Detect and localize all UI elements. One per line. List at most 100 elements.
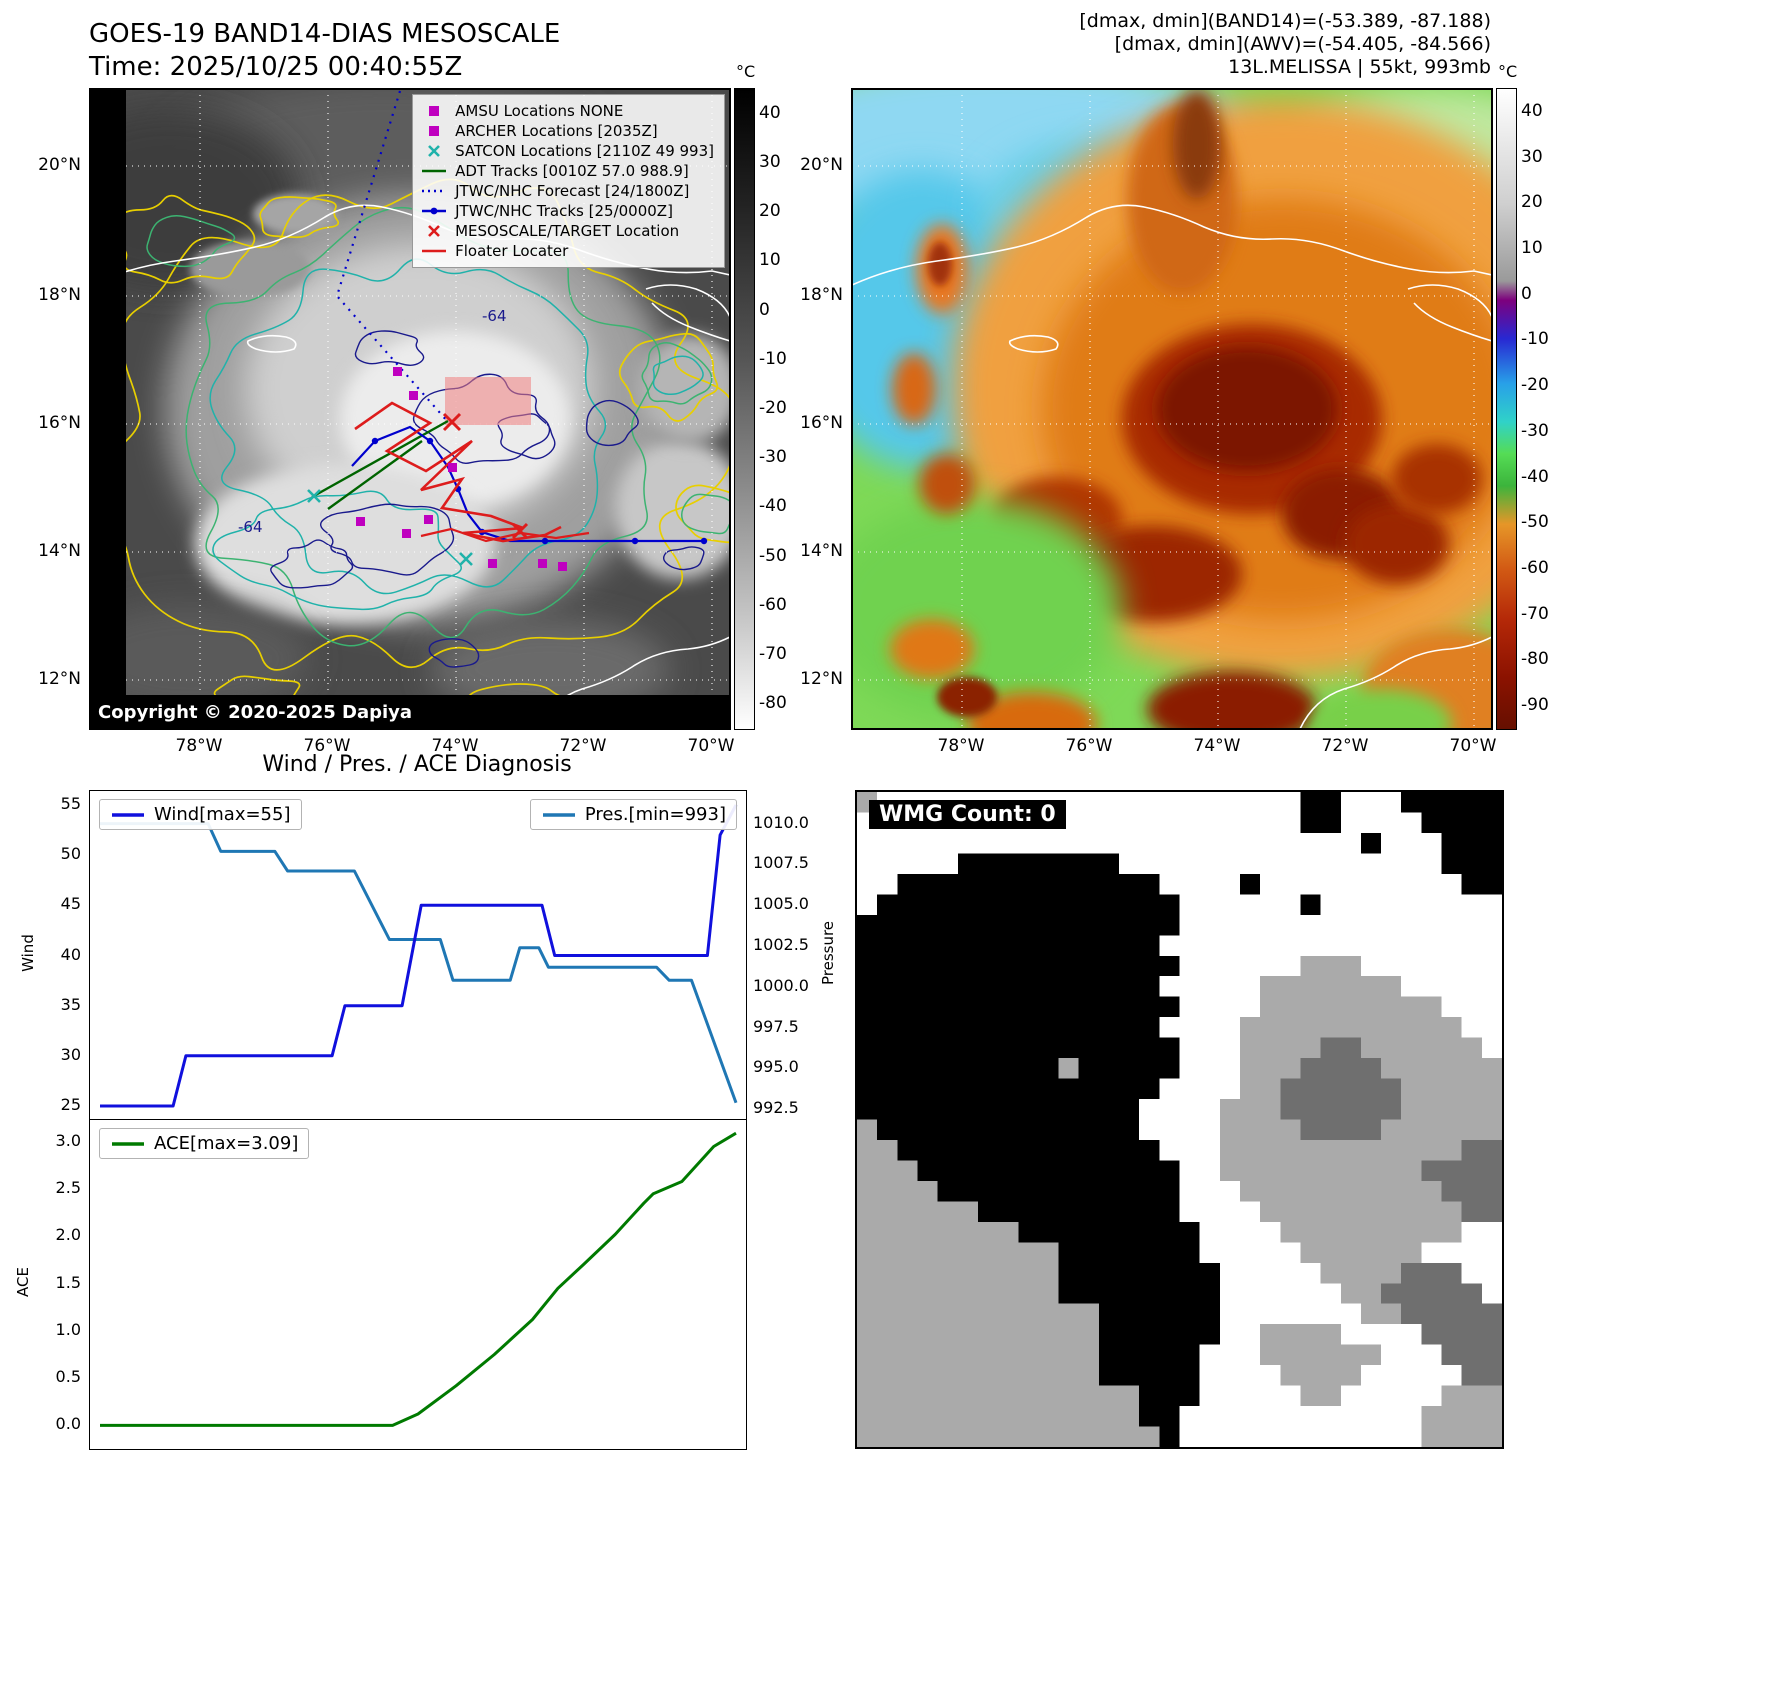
colorbar-tick-label: 40	[759, 102, 781, 123]
ace-ytick-label: 3.0	[55, 1130, 81, 1150]
lon-tick-label: 70°W	[1449, 736, 1497, 756]
x-marker-icon	[419, 144, 449, 158]
colorbar-tick-label: -20	[759, 398, 787, 418]
ACE[max=3.09]	[100, 1131, 737, 1427]
ace-ytick-label: 2.5	[55, 1178, 81, 1197]
colorbar-tick-label: 10	[1521, 238, 1543, 258]
lat-tick-label: 20°N	[38, 155, 81, 175]
band14-colorbar	[734, 88, 755, 730]
lat-tick-label: 16°N	[800, 413, 843, 433]
lon-tick-label: 72°W	[559, 736, 607, 756]
pressure-ytick-label: 1007.5	[753, 853, 809, 873]
band14-colorbar-unit: °C	[736, 62, 756, 81]
colorbar-tick-label: -90	[1521, 695, 1549, 716]
wind-legend: Wind[max=55]	[99, 799, 302, 830]
colorbar-tick-label: -60	[1521, 558, 1549, 578]
adt-track-line	[311, 419, 449, 510]
lat-tick-label: 16°N	[38, 413, 81, 433]
wind-ytick-label: 25	[60, 1094, 81, 1114]
legend-item: Floater Locater	[419, 241, 714, 261]
lat-tick-label: 20°N	[800, 155, 843, 175]
page-title: GOES-19 BAND14-DIAS MESOSCALE	[89, 19, 561, 49]
lat-tick-label: 18°N	[38, 285, 81, 305]
legend-item: ADT Tracks [0010Z 57.0 988.9]	[419, 161, 714, 181]
wind-ytick-label: 50	[60, 844, 81, 864]
colorbar-tick-label: 0	[1521, 283, 1532, 304]
x-marker-icon	[419, 224, 449, 238]
pressure-ytick-label: 1005.0	[753, 894, 809, 914]
pressure-legend-label: Pres.[min=993]	[584, 804, 726, 825]
diagnosis-title: Wind / Pres. / ACE Diagnosis	[262, 752, 572, 777]
lon-tick-label: 72°W	[1321, 736, 1369, 756]
wind-ytick-label: 30	[60, 1044, 81, 1064]
floater-locater-line	[354, 401, 562, 543]
wind-ytick-label: 35	[60, 994, 81, 1014]
band14-map-panel: -64 -64	[89, 88, 731, 730]
dmax-dmin-awv: [dmax, dmin](AWV)=(-54.405, -84.566)	[1114, 33, 1491, 55]
map-frame	[90, 89, 730, 729]
wmg-count-label: WMG Count: 0	[869, 800, 1066, 829]
contour-label: -64	[238, 518, 263, 536]
lat-tick-label: 12°N	[800, 669, 843, 689]
legend-label: Floater Locater	[455, 242, 569, 260]
map-frame	[852, 89, 1492, 729]
legend-label: JTWC/NHC Forecast [24/1800Z]	[455, 182, 690, 200]
colorbar-tick-label: -10	[759, 348, 787, 369]
melissa-title-block: [dmax, dmin](BAND14)=(-53.389, -87.188) …	[900, 10, 1491, 79]
storm-id-intensity: 13L.MELISSA | 55kt, 993mb	[1228, 56, 1491, 78]
pressure-ytick-label: 995.0	[753, 1057, 799, 1077]
pressure-legend: Pres.[min=993]	[529, 799, 737, 830]
pressure-ytick-label: 992.5	[753, 1098, 799, 1118]
wind-legend-label: Wind[max=55]	[154, 804, 291, 825]
colorbar-tick-label: -70	[1521, 603, 1549, 624]
wind-ytick-label: 55	[60, 794, 81, 814]
legend-label: MESOSCALE/TARGET Location	[455, 222, 680, 240]
legend-item: ARCHER Locations [2035Z]	[419, 121, 714, 141]
pressure-ytick-label: 997.5	[753, 1016, 799, 1036]
ace-legend: ACE[max=3.09]	[99, 1128, 310, 1159]
dotted-marker-icon	[419, 184, 449, 198]
coastlines	[852, 204, 1492, 729]
pressure-axis-label: Pressure	[819, 920, 837, 986]
lat-tick-label: 14°N	[800, 541, 843, 561]
legend-item: MESOSCALE/TARGET Location	[419, 221, 714, 241]
awv-map-panel	[851, 88, 1493, 730]
pressure-ytick-label: 1002.5	[753, 935, 809, 955]
lat-tick-label: 12°N	[38, 669, 81, 689]
colorbar-tick-label: 30	[1521, 146, 1543, 167]
wind-ytick-label: 45	[60, 894, 81, 914]
legend-label: SATCON Locations [2110Z 49 993]	[455, 142, 714, 160]
lon-tick-label: 76°W	[1065, 736, 1113, 756]
line-marker-icon	[419, 244, 449, 258]
legend-item: AMSU Locations NONE	[419, 101, 714, 121]
band14-title-block: GOES-19 BAND14-DIAS MESOSCALE Time: 2025…	[89, 18, 560, 84]
colorbar-tick-label: -10	[1521, 329, 1549, 350]
lat-tick-label: 14°N	[38, 541, 81, 561]
awv-colorbar	[1496, 88, 1517, 730]
lon-tick-label: 78°W	[937, 736, 985, 756]
colorbar-tick-label: 20	[1521, 192, 1543, 213]
legend-label: ADT Tracks [0010Z 57.0 988.9]	[455, 162, 689, 180]
target-x-icon	[442, 412, 462, 432]
lon-tick-label: 76°W	[303, 736, 351, 756]
ace-chart	[89, 1119, 747, 1450]
swath-edge-left	[90, 89, 126, 729]
colorbar-tick-label: -50	[759, 545, 787, 566]
ace-ytick-label: 0.0	[55, 1414, 81, 1434]
legend-label: JTWC/NHC Tracks [25/0000Z]	[455, 202, 673, 220]
copyright-label: Copyright © 2020-2025 Dapiya	[98, 702, 413, 723]
ace-ytick-label: 0.5	[55, 1367, 81, 1387]
timestamp: Time: 2025/10/25 00:40:55Z	[89, 52, 463, 82]
mesoscale-target-area	[445, 377, 531, 425]
wind-line-sample	[112, 812, 144, 817]
Pres.[min=993]	[100, 822, 738, 1104]
floater-locater-line	[420, 527, 590, 543]
lon-tick-label: 74°W	[431, 736, 479, 756]
jtwc-track-line	[351, 425, 704, 543]
wmg-mask-image	[857, 792, 1502, 1447]
colorbar-tick-label: -30	[1521, 420, 1549, 441]
colorbar-tick-label: 40	[1521, 100, 1543, 121]
colorbar-tick-label: -40	[1521, 466, 1549, 487]
colorbar-tick-label: 20	[759, 201, 781, 222]
